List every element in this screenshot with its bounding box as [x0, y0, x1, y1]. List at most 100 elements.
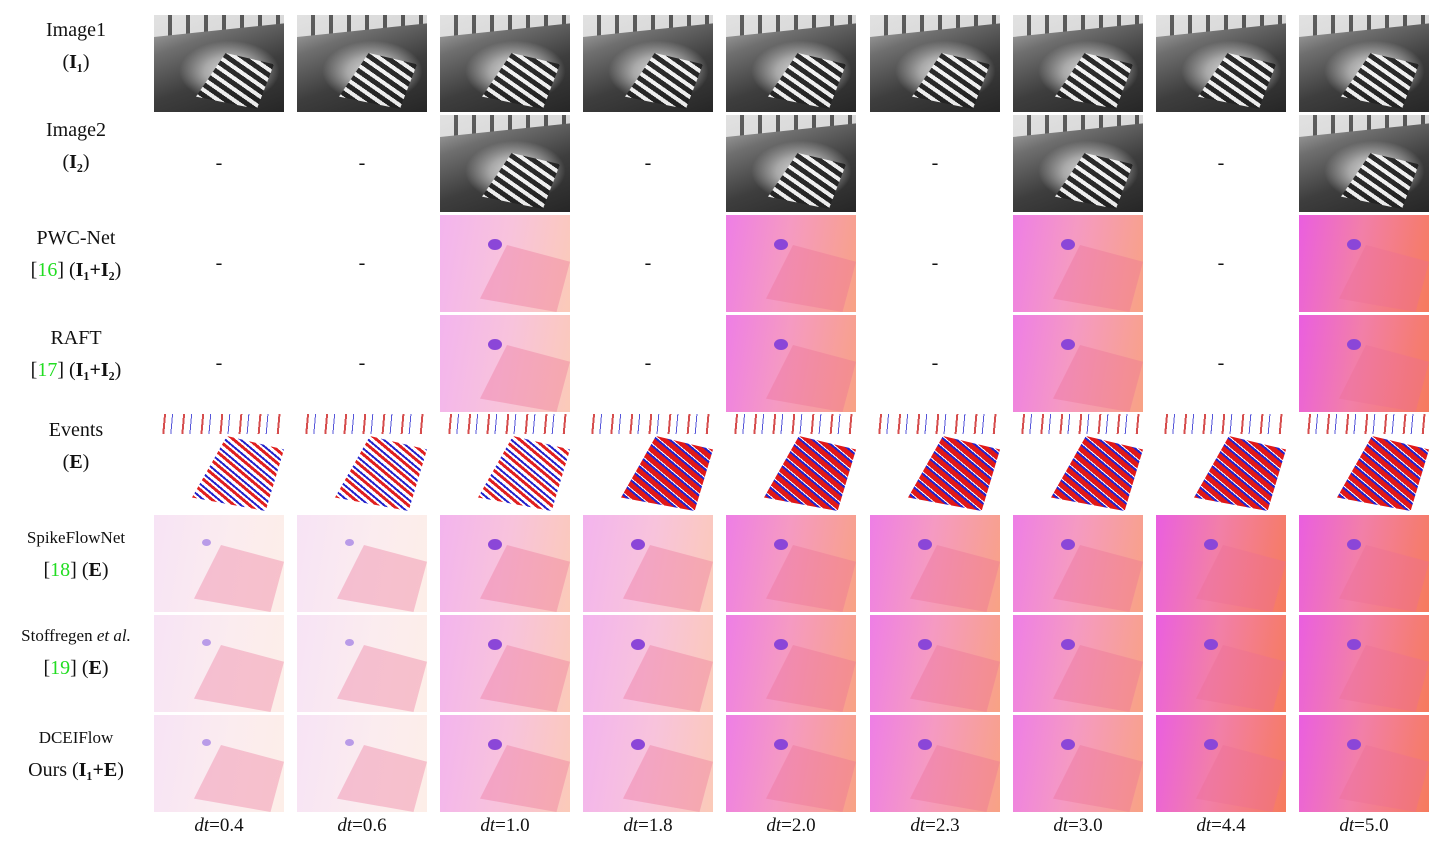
- row-label-symbol: E: [69, 451, 82, 473]
- flow-region: [480, 345, 570, 412]
- flow-region: [910, 545, 1000, 612]
- citation-link[interactable]: 19: [50, 657, 70, 679]
- optical-flow-image: [1013, 215, 1143, 312]
- event-frame-image: [870, 414, 1000, 511]
- flow-region: [337, 745, 427, 812]
- missing-cell: -: [297, 215, 427, 312]
- flow-region: [766, 645, 856, 712]
- event-frame-image: [297, 414, 427, 511]
- flow-object: [1061, 339, 1075, 350]
- optical-flow-image: [154, 515, 284, 612]
- missing-cell: -: [583, 115, 713, 212]
- flow-region: [480, 745, 570, 812]
- column-label: dt=5.0: [1299, 815, 1429, 837]
- optical-flow-image: [583, 515, 713, 612]
- optical-flow-image: [726, 315, 856, 412]
- optical-flow-image: [1156, 615, 1286, 712]
- flow-region: [623, 545, 713, 612]
- flow-region: [1053, 645, 1143, 712]
- column-label: dt=3.0: [1013, 815, 1143, 837]
- missing-cell: -: [1156, 215, 1286, 312]
- flow-object: [631, 639, 645, 650]
- optical-flow-image: [726, 615, 856, 712]
- flow-object: [488, 239, 502, 250]
- flow-object: [488, 339, 502, 350]
- event-frame-image: [1156, 414, 1286, 511]
- flow-region: [623, 645, 713, 712]
- column-label: dt=2.0: [726, 815, 856, 837]
- optical-flow-image: [440, 615, 570, 712]
- flow-region: [1339, 745, 1429, 812]
- optical-flow-image: [1013, 715, 1143, 812]
- optical-flow-image: [1013, 315, 1143, 412]
- flow-object: [1061, 239, 1075, 250]
- flow-object: [1061, 539, 1075, 550]
- flow-region: [1196, 645, 1286, 712]
- flow-region: [337, 545, 427, 612]
- citation-link[interactable]: 18: [50, 559, 70, 581]
- flow-region: [1053, 345, 1143, 412]
- flow-object: [631, 539, 645, 550]
- flow-region: [910, 745, 1000, 812]
- row-label-stoffregen: Stoffregen et al. [19] (E): [0, 620, 152, 684]
- row-label-symbol: I₁: [69, 51, 83, 73]
- optical-flow-image: [870, 515, 1000, 612]
- optical-flow-image: [297, 515, 427, 612]
- grayscale-frame-image: [1156, 15, 1286, 112]
- optical-flow-image: [1156, 515, 1286, 612]
- optical-flow-image: [583, 715, 713, 812]
- flow-region: [337, 645, 427, 712]
- flow-object: [488, 739, 502, 750]
- grayscale-frame-image: [1299, 15, 1429, 112]
- flow-region: [480, 545, 570, 612]
- grayscale-frame-image: [1299, 115, 1429, 212]
- flow-object: [774, 739, 788, 750]
- flow-region: [480, 245, 570, 312]
- flow-object: [488, 539, 502, 550]
- flow-region: [766, 245, 856, 312]
- citation-link[interactable]: 17: [37, 359, 57, 381]
- optical-flow-image: [154, 615, 284, 712]
- missing-cell: -: [1156, 315, 1286, 412]
- flow-object: [1347, 539, 1361, 550]
- row-label-image2: Image2 (I₂): [0, 114, 152, 178]
- flow-object: [631, 739, 645, 750]
- flow-object: [1061, 739, 1075, 750]
- flow-object: [345, 739, 354, 746]
- optical-flow-image: [154, 715, 284, 812]
- flow-region: [194, 745, 284, 812]
- flow-region: [1196, 545, 1286, 612]
- row-label-title: DCEIFlow: [0, 722, 152, 754]
- grayscale-frame-image: [726, 115, 856, 212]
- flow-region: [910, 645, 1000, 712]
- flow-region: [480, 645, 570, 712]
- optical-flow-image: [726, 515, 856, 612]
- optical-flow-image: [726, 215, 856, 312]
- flow-region: [1339, 245, 1429, 312]
- optical-flow-image: [1013, 615, 1143, 712]
- optical-flow-image: [440, 315, 570, 412]
- flow-object: [488, 639, 502, 650]
- grayscale-frame-image: [440, 15, 570, 112]
- missing-cell: -: [870, 115, 1000, 212]
- flow-object: [345, 639, 354, 646]
- flow-object: [1204, 739, 1218, 750]
- column-label: dt=2.3: [870, 815, 1000, 837]
- citation-link[interactable]: 16: [37, 259, 57, 281]
- optical-flow-image: [726, 715, 856, 812]
- row-label-title: PWC-Net: [0, 222, 152, 254]
- grayscale-frame-image: [297, 15, 427, 112]
- row-label-pwcnet: PWC-Net [16] (I₁+I₂): [0, 222, 152, 286]
- row-label-title: Events: [0, 414, 152, 446]
- flow-object: [1204, 539, 1218, 550]
- flow-region: [1339, 545, 1429, 612]
- flow-object: [918, 539, 932, 550]
- column-label: dt=4.4: [1156, 815, 1286, 837]
- missing-cell: -: [870, 215, 1000, 312]
- row-label-spikeflownet: SpikeFlowNet [18] (E): [0, 522, 152, 586]
- missing-cell: -: [154, 315, 284, 412]
- flow-region: [766, 345, 856, 412]
- flow-object: [774, 239, 788, 250]
- missing-cell: -: [583, 215, 713, 312]
- flow-object: [1347, 239, 1361, 250]
